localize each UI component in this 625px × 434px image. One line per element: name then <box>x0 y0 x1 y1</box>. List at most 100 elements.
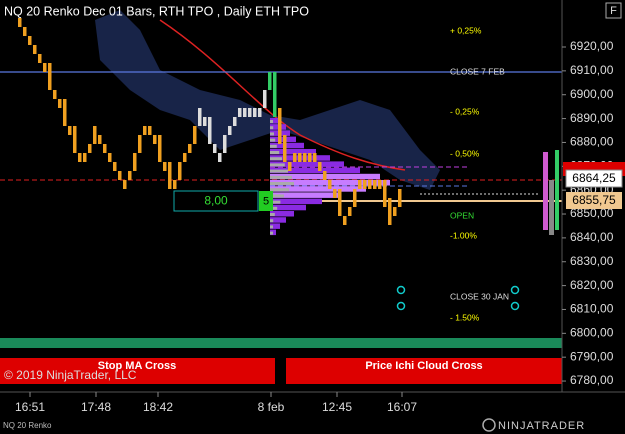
stop-ma-button[interactable] <box>0 358 275 384</box>
time-label: 18:42 <box>143 400 173 414</box>
brick <box>343 216 347 225</box>
brick <box>23 27 27 36</box>
button-label: Price Ichi Cloud Cross <box>365 360 482 372</box>
brick <box>263 90 267 108</box>
brick <box>93 126 97 144</box>
price-label: 6800,00 <box>570 325 614 339</box>
price-label: 6880,00 <box>570 135 614 149</box>
f-button[interactable] <box>605 2 622 19</box>
profile-bar <box>270 126 274 130</box>
pct-label: -1.00% <box>450 230 477 240</box>
order-box[interactable] <box>173 190 259 212</box>
brick <box>78 153 82 162</box>
brick <box>53 90 57 99</box>
brick <box>143 126 147 135</box>
profile-bar <box>270 157 282 161</box>
last-price: 6864,25 <box>572 171 616 185</box>
profile-bar <box>270 151 280 154</box>
brick <box>138 135 142 153</box>
profile-bar <box>270 192 340 198</box>
brick <box>333 189 337 198</box>
logo: NINJATRADER <box>498 420 585 432</box>
signal-dot <box>396 285 406 295</box>
brick <box>258 108 262 117</box>
close-label: CLOSE 7 FEB <box>450 66 505 76</box>
button-label: Stop MA Cross <box>98 360 176 372</box>
brick <box>73 144 77 153</box>
open-label: OPEN <box>450 210 474 220</box>
signal-band <box>0 338 562 348</box>
brick <box>383 180 387 198</box>
brick <box>218 153 222 162</box>
brick <box>188 144 192 153</box>
brick <box>133 153 137 171</box>
brick <box>103 144 107 153</box>
brick <box>383 198 387 207</box>
brick <box>353 189 357 207</box>
brick <box>148 126 152 135</box>
profile-bar <box>270 144 277 148</box>
brick <box>293 153 297 162</box>
brick <box>288 162 292 171</box>
brick <box>318 162 322 171</box>
brick <box>278 135 282 144</box>
profile-bar <box>270 206 278 210</box>
right-bar <box>549 180 554 235</box>
price-label: 6830,00 <box>570 254 614 268</box>
profile-bar <box>270 118 280 124</box>
brick <box>28 36 32 45</box>
brick <box>298 153 302 162</box>
profile-bar <box>270 161 344 167</box>
brick <box>68 126 72 135</box>
brick <box>348 207 352 216</box>
brick <box>208 117 212 135</box>
brick <box>368 180 372 189</box>
brick <box>328 180 332 189</box>
brick <box>88 144 92 153</box>
ichi-button[interactable] <box>286 358 562 384</box>
profile-bar <box>270 142 304 149</box>
time-label: 8 feb <box>258 400 285 414</box>
price-label: 6840,00 <box>570 230 614 244</box>
brick <box>113 162 117 171</box>
brick <box>308 153 312 162</box>
profile-bar <box>270 188 290 192</box>
brick <box>273 108 277 117</box>
instrument-label: NQ 20 Renko <box>3 421 52 430</box>
brick <box>303 153 307 162</box>
brick <box>388 198 392 216</box>
brick <box>158 135 162 153</box>
level-price-tag <box>566 192 622 209</box>
profile-bar <box>270 182 294 185</box>
brick <box>283 135 287 153</box>
brick <box>208 135 212 144</box>
brick <box>323 171 327 180</box>
brick <box>378 180 382 189</box>
profile-bar <box>270 200 281 204</box>
time-label: 12:45 <box>322 400 352 414</box>
right-bar <box>555 150 559 230</box>
brick <box>118 171 122 180</box>
order-count-box[interactable] <box>259 191 273 211</box>
brick <box>178 162 182 180</box>
f-button-label: F <box>610 5 617 17</box>
price-label: 6900,00 <box>570 87 614 101</box>
profile-bar <box>270 132 274 136</box>
moving-average <box>159 19 406 171</box>
signal-dot <box>396 301 406 311</box>
signal-dot <box>510 301 520 311</box>
signal-dot <box>510 285 520 295</box>
pct-label: - 1.50% <box>450 312 480 322</box>
brick <box>388 216 392 225</box>
copyright: © 2019 NinjaTrader, LLC <box>4 368 137 382</box>
brick <box>268 72 272 90</box>
brick <box>338 189 342 207</box>
pct-label: - 0,50% <box>450 148 480 158</box>
brick <box>158 153 162 162</box>
price-label: 6910,00 <box>570 63 614 77</box>
price-label: 6810,00 <box>570 302 614 316</box>
renko-bricks <box>18 18 402 225</box>
profile-bar <box>270 149 316 155</box>
close-label: CLOSE 30 JAN <box>450 291 509 301</box>
